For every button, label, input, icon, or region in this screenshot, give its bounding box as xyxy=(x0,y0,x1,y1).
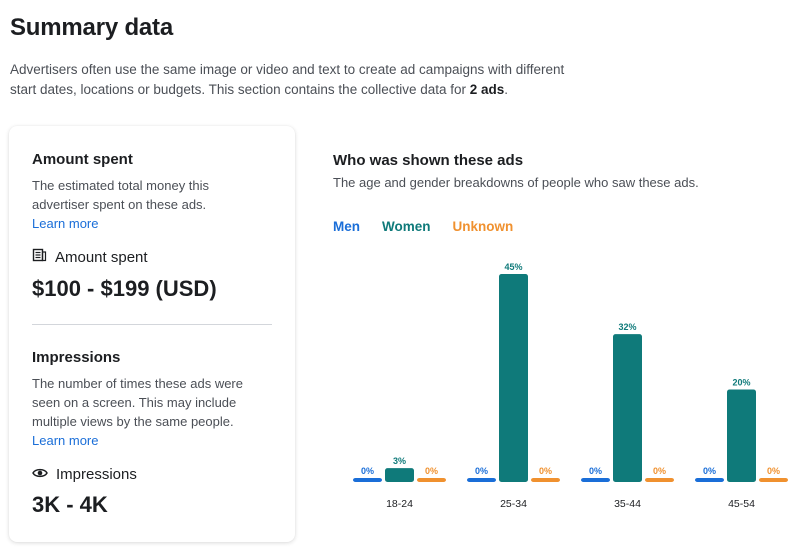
page-title: Summary data xyxy=(10,14,173,41)
data-label-women-35-44: 32% xyxy=(618,322,636,332)
eye-icon xyxy=(32,466,48,483)
amount-spent-heading: Amount spent xyxy=(32,151,133,168)
legend-men[interactable]: Men xyxy=(333,219,360,234)
amount-spent-description-text: The estimated total money this advertise… xyxy=(32,178,210,212)
bar-unknown-18-24[interactable] xyxy=(417,478,446,482)
bar-unknown-35-44[interactable] xyxy=(645,478,674,482)
metrics-card: Amount spent The estimated total money t… xyxy=(9,126,295,542)
divider xyxy=(32,324,272,325)
impressions-label: Impressions xyxy=(32,466,137,483)
data-label-women-18-24: 3% xyxy=(393,456,406,466)
x-tick-label-35-44: 35-44 xyxy=(614,498,641,510)
data-label-men-45-54: 0% xyxy=(703,466,716,476)
bar-men-45-54[interactable] xyxy=(695,478,724,482)
x-tick-label-18-24: 18-24 xyxy=(386,498,413,510)
data-label-unknown-25-34: 0% xyxy=(539,466,552,476)
amount-spent-value: $100 - $199 (USD) xyxy=(32,276,217,301)
impressions-description: The number of times these ads were seen … xyxy=(32,374,260,450)
data-label-unknown-18-24: 0% xyxy=(425,466,438,476)
intro-end: . xyxy=(504,82,509,97)
intro-ad-count: 2 ads xyxy=(469,82,505,97)
bar-women-25-34[interactable] xyxy=(499,274,528,482)
amount-spent-label-text: Amount spent xyxy=(55,248,148,266)
amount-spent-learn-more-link[interactable]: Learn more xyxy=(32,216,99,231)
impressions-label-text: Impressions xyxy=(56,466,137,483)
x-tick-label-45-54: 45-54 xyxy=(728,498,755,510)
bar-unknown-25-34[interactable] xyxy=(531,478,560,482)
data-label-women-25-34: 45% xyxy=(504,262,522,272)
bar-unknown-45-54[interactable] xyxy=(759,478,788,482)
amount-spent-label: Amount spent xyxy=(32,248,148,266)
data-label-unknown-45-54: 0% xyxy=(767,466,780,476)
impressions-value: 3K - 4K xyxy=(32,492,108,517)
amount-spent-description: The estimated total money this advertise… xyxy=(32,176,260,233)
money-icon xyxy=(32,248,47,266)
legend-women[interactable]: Women xyxy=(382,219,431,234)
audience-description: The age and gender breakdowns of people … xyxy=(333,175,699,190)
bar-men-25-34[interactable] xyxy=(467,478,496,482)
data-label-women-45-54: 20% xyxy=(732,378,750,388)
chart-legend: Men Women Unknown xyxy=(333,219,513,234)
data-label-men-18-24: 0% xyxy=(361,466,374,476)
bar-women-35-44[interactable] xyxy=(613,334,642,482)
x-tick-label-25-34: 25-34 xyxy=(500,498,527,510)
bar-women-18-24[interactable] xyxy=(385,468,414,482)
data-label-men-35-44: 0% xyxy=(589,466,602,476)
intro-body: Advertisers often use the same image or … xyxy=(10,62,565,97)
bar-women-45-54[interactable] xyxy=(727,389,756,482)
age-gender-bar-chart: 0% 3% 0% 18-24 0% 45% 0% 25-34 0% 32% 0% 35-44 0% 20%… xyxy=(353,262,788,510)
impressions-heading: Impressions xyxy=(32,349,121,366)
impressions-learn-more-link[interactable]: Learn more xyxy=(32,433,99,448)
intro-text: Advertisers often use the same image or … xyxy=(10,60,580,100)
impressions-description-text: The number of times these ads were seen … xyxy=(32,376,243,429)
data-label-men-25-34: 0% xyxy=(475,466,488,476)
audience-heading: Who was shown these ads xyxy=(333,152,524,169)
legend-unknown[interactable]: Unknown xyxy=(452,219,514,234)
bar-men-18-24[interactable] xyxy=(353,478,382,482)
bar-men-35-44[interactable] xyxy=(581,478,610,482)
data-label-unknown-35-44: 0% xyxy=(653,466,666,476)
